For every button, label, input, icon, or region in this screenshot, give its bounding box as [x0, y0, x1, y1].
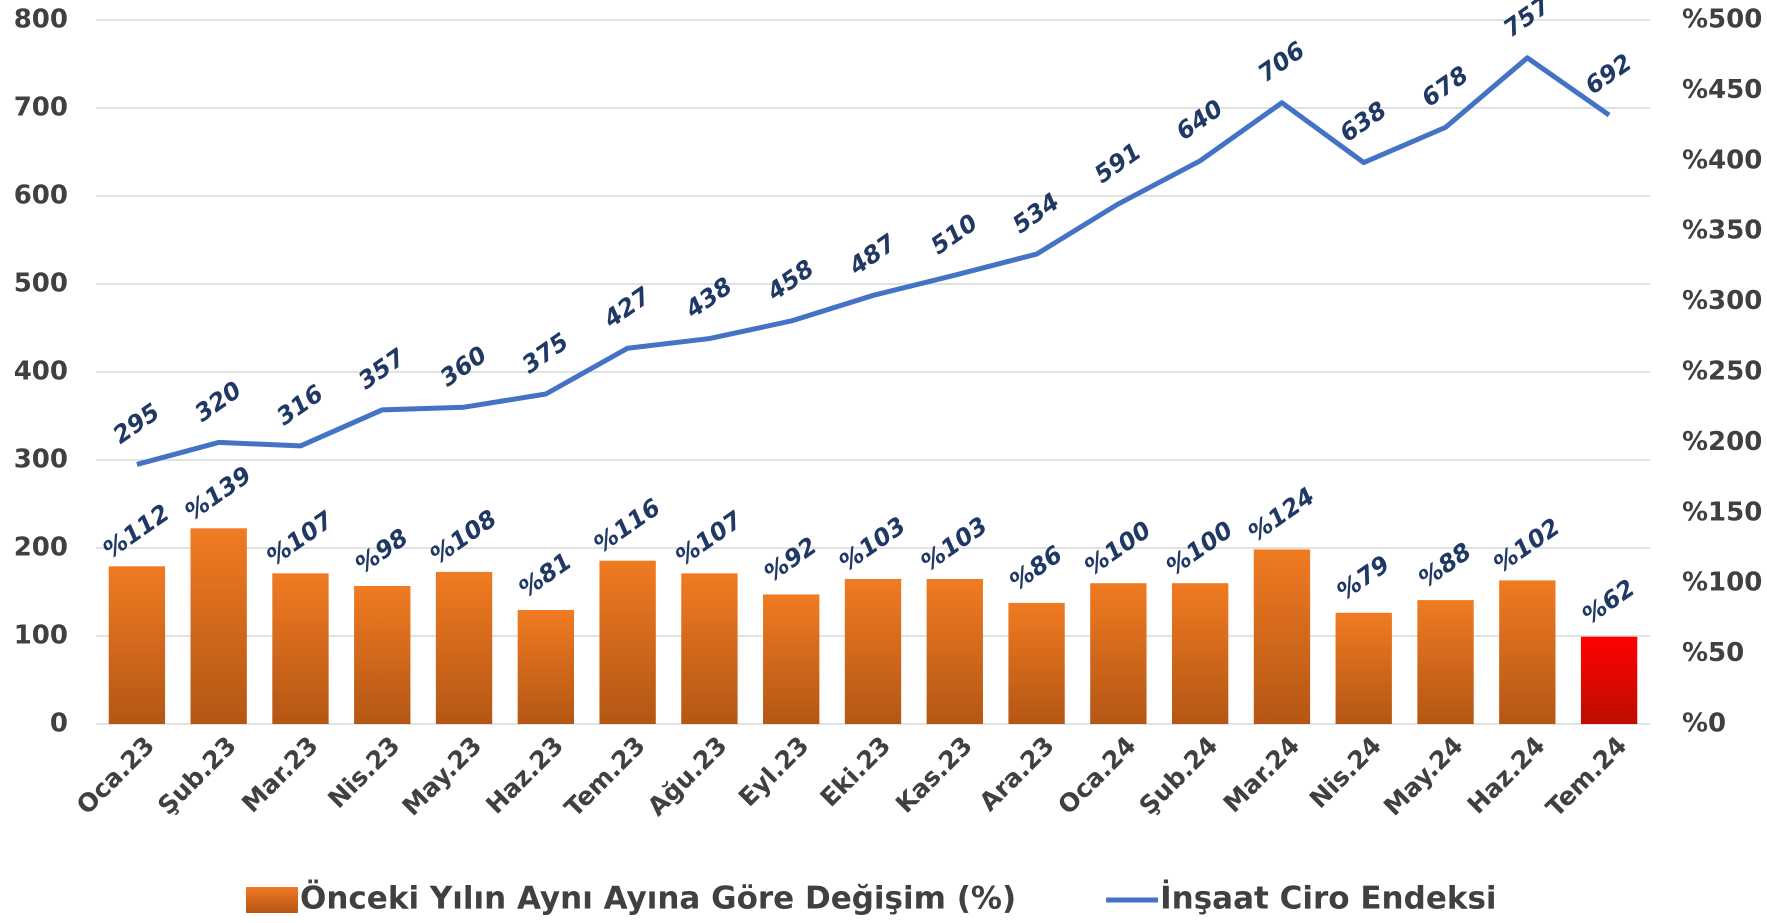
y-tick-label: 600 — [14, 181, 68, 211]
y2-tick-label: %250 — [1682, 357, 1762, 387]
x-tick-label: Şub.23 — [152, 731, 242, 821]
bar — [1253, 549, 1311, 724]
x-tick-label: Haz.23 — [480, 731, 569, 820]
line-value-label: 320 — [190, 376, 247, 428]
line-value-label: 357 — [353, 343, 410, 395]
y2-tick-label: %100 — [1682, 568, 1762, 598]
y-tick-label: 400 — [14, 357, 68, 387]
bar — [1417, 600, 1474, 724]
y-tick-label: 500 — [14, 269, 68, 299]
bar — [681, 573, 738, 724]
bar-value-label: %81 — [514, 547, 577, 603]
y2-tick-label: %200 — [1682, 427, 1762, 457]
bar — [926, 578, 983, 724]
bar — [763, 594, 820, 724]
bar-value-label: %139 — [180, 461, 257, 526]
x-tick-label: May.23 — [397, 731, 488, 822]
bar-value-label: %124 — [1243, 482, 1320, 547]
line-value-label: 534 — [1007, 187, 1064, 239]
legend-swatch — [246, 887, 298, 913]
line-value-label: 757 — [1498, 0, 1555, 43]
bar-value-label: %102 — [1488, 513, 1565, 578]
line-value-label: 638 — [1335, 96, 1392, 148]
bar — [1171, 583, 1229, 724]
y2-tick-label: %50 — [1682, 638, 1744, 668]
y-tick-label: 100 — [14, 621, 68, 651]
line-value-label: 510 — [926, 209, 983, 261]
x-tick-label: Mar.23 — [236, 731, 324, 819]
y-tick-label: 300 — [14, 445, 68, 475]
y-tick-label: 200 — [14, 533, 68, 563]
line-value-label: 692 — [1580, 48, 1637, 100]
bar — [190, 528, 247, 724]
x-tick-label: Eyl.23 — [733, 731, 814, 812]
line-value-label: 678 — [1416, 61, 1473, 113]
x-tick-label: May.24 — [1378, 731, 1469, 822]
x-tick-label: Eki.23 — [814, 731, 896, 813]
bar-value-label: %103 — [834, 511, 911, 576]
y2-tick-label: %150 — [1682, 497, 1762, 527]
line-value-label: 316 — [271, 379, 328, 431]
bar-value-label: %62 — [1577, 574, 1640, 630]
y2-tick-label: %500 — [1682, 5, 1762, 35]
bar-value-label: %107 — [261, 506, 338, 572]
y2-tick-label: %400 — [1682, 145, 1762, 175]
bar — [354, 586, 411, 724]
line-value-label: 360 — [435, 341, 492, 393]
bar — [1090, 583, 1147, 724]
line-value-label: 295 — [108, 398, 165, 450]
line-value-label: 487 — [843, 229, 901, 281]
x-tick-label: Oca.24 — [1052, 731, 1141, 820]
line-value-label: 706 — [1253, 36, 1310, 88]
x-tick-label: Ara.23 — [974, 731, 1060, 817]
line — [136, 55, 1611, 467]
legend-label: İnşaat Ciro Endeksi — [1160, 881, 1496, 917]
y-tick-label: 800 — [14, 5, 68, 35]
x-tick-label: Tem.23 — [559, 731, 651, 823]
bar-value-label: %112 — [98, 499, 175, 564]
bar-value-label: %116 — [589, 493, 666, 558]
x-tick-label: Oca.23 — [71, 731, 160, 820]
bar-value-label: %107 — [670, 506, 747, 572]
y2-tick-label: %300 — [1682, 286, 1762, 316]
x-tick-label: Nis.24 — [1304, 731, 1387, 814]
x-tick-label: Ağu.23 — [642, 731, 733, 822]
legend-label: Önceki Yılın Aynı Ayına Göre Değişim (%) — [300, 880, 1016, 917]
bar — [517, 609, 575, 724]
bar-value-label: %92 — [759, 532, 822, 588]
bar — [1580, 636, 1638, 724]
bar — [272, 573, 329, 724]
bar — [844, 578, 902, 724]
line-value-label: 591 — [1089, 137, 1146, 189]
bar-value-label: %88 — [1413, 537, 1476, 593]
line-value-label: 438 — [679, 272, 737, 324]
y2-tick-label: %350 — [1682, 216, 1762, 246]
y2-tick-label: %450 — [1682, 75, 1762, 105]
bar — [435, 571, 493, 724]
line-value-label: 427 — [598, 281, 656, 333]
x-tick-label: Nis.23 — [322, 731, 405, 814]
bar-value-label: %108 — [425, 504, 502, 569]
x-tick-label: Haz.24 — [1462, 731, 1551, 820]
bar-value-label: %79 — [1332, 550, 1395, 606]
bar — [599, 560, 656, 724]
bar — [108, 566, 166, 724]
line-value-label: 458 — [761, 254, 819, 306]
bar-value-label: %103 — [916, 511, 993, 576]
bar — [1008, 602, 1065, 724]
bar — [1335, 612, 1392, 724]
bar — [1499, 580, 1556, 724]
y2-tick-label: %0 — [1682, 709, 1726, 739]
x-tick-label: Tem.24 — [1540, 731, 1632, 823]
y-tick-label: 0 — [50, 709, 68, 739]
bar-value-label: %98 — [350, 523, 413, 579]
line-value-label: 640 — [1171, 94, 1228, 146]
y-tick-label: 700 — [14, 93, 68, 123]
x-tick-label: Kas.23 — [890, 731, 978, 819]
x-tick-label: Mar.24 — [1218, 731, 1306, 819]
x-tick-label: Şub.24 — [1134, 731, 1224, 821]
